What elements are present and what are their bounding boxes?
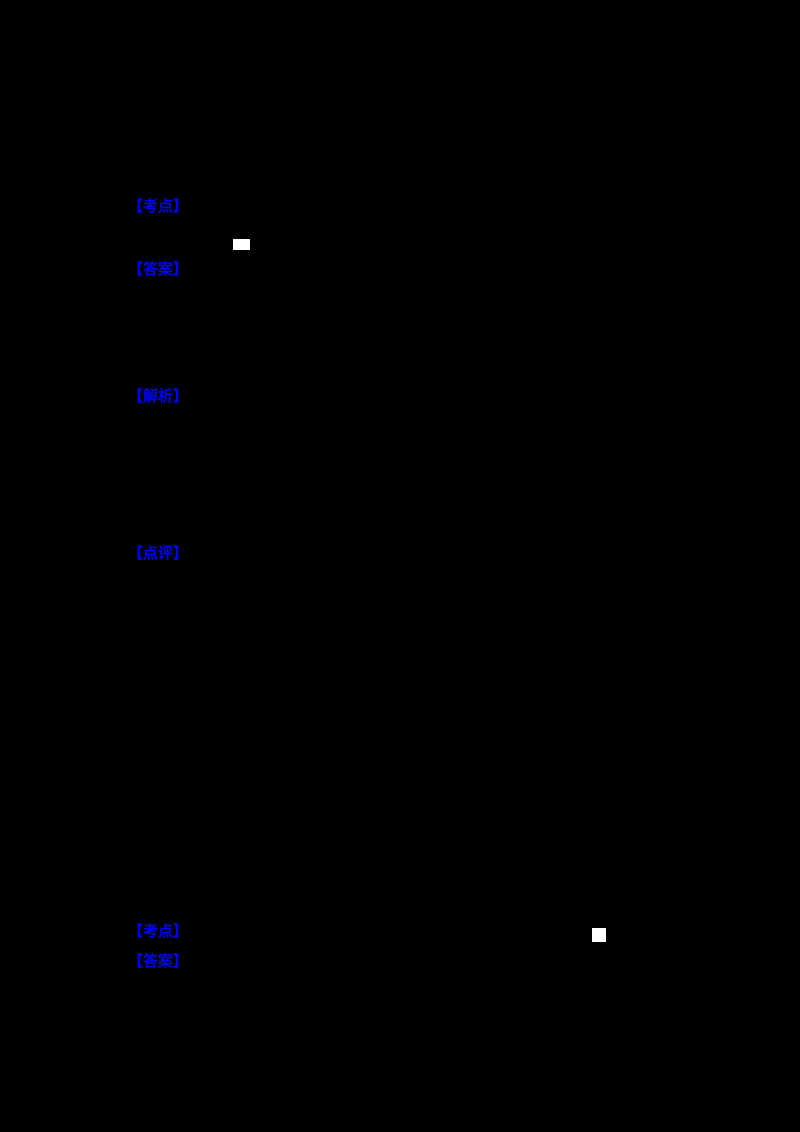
white-inline-image-placeholder <box>233 239 250 250</box>
annotation-link-kaodian-1[interactable]: 【考点】 <box>128 197 189 215</box>
annotation-link-kaodian-2[interactable]: 【考点】 <box>128 922 189 940</box>
white-image-placeholder <box>592 928 606 942</box>
annotation-link-daan-1[interactable]: 【答案】 <box>128 260 189 278</box>
annotation-link-jiexi[interactable]: 【解析】 <box>128 387 189 405</box>
annotation-link-daan-2[interactable]: 【答案】 <box>128 952 189 970</box>
annotation-link-dianping[interactable]: 【点评】 <box>128 544 189 562</box>
